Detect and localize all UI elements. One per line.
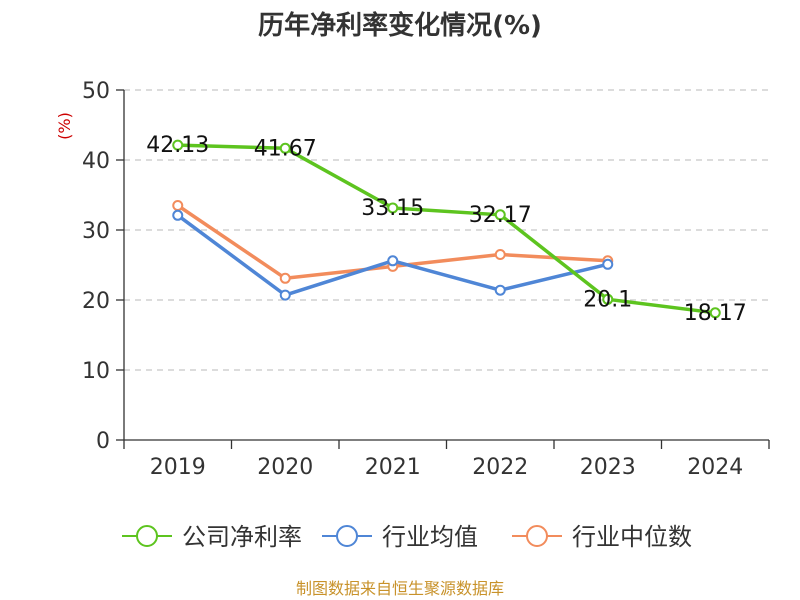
y-tick-label-4: 40 bbox=[82, 149, 110, 174]
data-label-2021: 33.15 bbox=[361, 196, 424, 221]
series-line-1 bbox=[176, 213, 610, 297]
y-tick-label-5: 50 bbox=[82, 79, 110, 104]
data-label-2024: 18.17 bbox=[684, 301, 747, 326]
x-tick-label-2020: 2020 bbox=[257, 455, 313, 480]
legend: 公司净利率 行业均值 行业中位数 bbox=[122, 523, 692, 551]
series-0-point-2019 bbox=[172, 139, 184, 151]
series-layer bbox=[172, 139, 721, 319]
axes: 0 10 20 30 40 50 2019 2020 2021 2022 2023 2024 bbox=[82, 79, 770, 480]
data-label-2020: 41.67 bbox=[254, 136, 317, 161]
legend-item-2: 行业中位数 bbox=[512, 523, 692, 551]
legend-label-0: 公司净利率 bbox=[182, 523, 302, 551]
series-0-point-2021 bbox=[387, 202, 399, 214]
y-tick-label-1: 10 bbox=[82, 359, 110, 384]
x-tick-label-2019: 2019 bbox=[150, 455, 206, 480]
x-tick-label-2024: 2024 bbox=[687, 455, 743, 480]
legend-swatch-marker-1 bbox=[336, 525, 358, 547]
series-0-point-2020 bbox=[279, 142, 291, 154]
chart-title: 历年净利率变化情况(%) bbox=[258, 10, 542, 41]
series-2-point-2020 bbox=[279, 272, 291, 284]
legend-swatch-marker-2 bbox=[526, 525, 548, 547]
y-tick-label-3: 30 bbox=[82, 219, 110, 244]
legend-label-1: 行业均值 bbox=[382, 523, 478, 551]
source-note: 制图数据来自恒生聚源数据库 bbox=[296, 579, 504, 598]
x-tick-label-2023: 2023 bbox=[580, 455, 636, 480]
data-label-2019: 42.13 bbox=[146, 133, 209, 158]
y-tick-label-2: 20 bbox=[82, 289, 110, 314]
series-1-point-2020 bbox=[279, 289, 291, 301]
y-tick-label-0: 0 bbox=[96, 429, 110, 454]
data-labels: 42.13 41.67 33.15 32.17 20.1 18.17 bbox=[146, 133, 746, 326]
series-1-point-2023 bbox=[602, 258, 614, 270]
series-1-point-2019 bbox=[172, 209, 184, 221]
series-2-point-2022 bbox=[494, 249, 506, 260]
series-2-point-2019 bbox=[172, 200, 184, 211]
series-0-point-2024 bbox=[709, 307, 721, 319]
grid bbox=[124, 89, 769, 371]
series-0-point-2023 bbox=[602, 293, 614, 305]
series-1-point-2022 bbox=[494, 284, 506, 296]
data-label-2023: 20.1 bbox=[583, 287, 632, 312]
y-axis-label: (%) bbox=[55, 112, 74, 140]
legend-item-0: 公司净利率 bbox=[122, 523, 302, 551]
legend-swatch-marker-0 bbox=[136, 525, 158, 547]
legend-item-1: 行业均值 bbox=[322, 523, 478, 551]
data-label-2022: 32.17 bbox=[469, 203, 532, 228]
series-1-point-2021 bbox=[387, 255, 399, 267]
legend-label-2: 行业中位数 bbox=[572, 523, 692, 551]
series-0-point-2022 bbox=[494, 209, 506, 221]
x-tick-label-2022: 2022 bbox=[472, 455, 528, 480]
x-tick-label-2021: 2021 bbox=[365, 455, 421, 480]
series-line-0 bbox=[176, 143, 717, 315]
